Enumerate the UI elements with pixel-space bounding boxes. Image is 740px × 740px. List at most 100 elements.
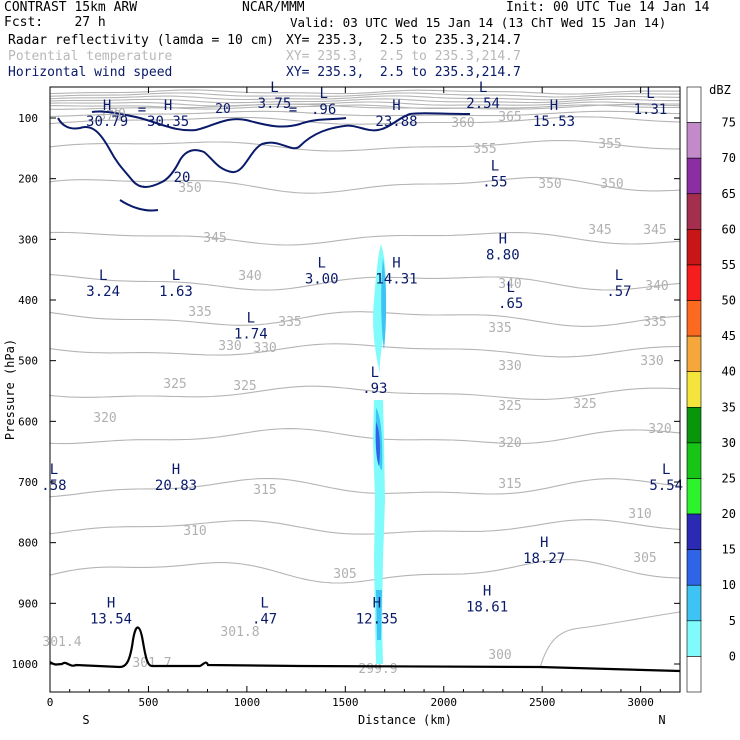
axes: 0 500 1000 1500 2000 2500 3000 100 200 300 400 500 6… — [3, 86, 681, 727]
theta-label-355-0: 355 — [473, 142, 496, 157]
refl-cell-lower — [376, 590, 382, 640]
theta-label-301.7-0: 301.7 — [132, 656, 171, 671]
theta-contour-345 — [49, 231, 681, 246]
wind-contour-20-upper — [91, 110, 347, 132]
field-name-wind: Horizontal wind speed — [8, 65, 173, 80]
colorbar-segment-7 — [686, 335, 702, 373]
x-tick-label-3000: 3000 — [627, 696, 654, 709]
y-tick-label-900: 900 — [18, 597, 38, 610]
theta-contour-upper-2 — [49, 95, 680, 101]
theta-label-300-0: 300 — [488, 648, 511, 663]
colorbar-label-20: 20 — [722, 507, 736, 521]
extremum-value-25: 18.61 — [466, 599, 508, 615]
theta-label-345-2: 345 — [643, 223, 666, 238]
colorbar-segment-8 — [686, 371, 702, 408]
y-tick-label-500: 500 — [18, 355, 38, 368]
extremum-value-11: 1.63 — [159, 284, 193, 300]
extremum-value-15: .57 — [606, 284, 631, 300]
wind-label-20: 20 — [174, 170, 191, 186]
x-tick-label-1000: 1000 — [234, 696, 261, 709]
field-xy-wind: XY= 235.3, 2.5 to 235.3,214.7 — [286, 65, 521, 80]
extremum-H-marker-6: H — [550, 98, 558, 114]
theta-contour-320 — [49, 428, 681, 445]
extremum-value-4: 23.88 — [375, 114, 417, 130]
colorbar-segment-0 — [686, 86, 702, 123]
colorbar-unit: dBZ — [709, 83, 731, 97]
theta-label-320-0: 320 — [93, 411, 116, 426]
extremum-L-marker-5: L — [479, 80, 487, 96]
extremum-value-17: .93 — [362, 381, 387, 397]
extremum-L-marker-17: L — [371, 365, 379, 381]
x-end-label-north: N — [658, 713, 665, 727]
reflectivity-shading — [373, 244, 387, 664]
extremum-value-23: .47 — [252, 611, 277, 627]
colorbar-segment-1 — [686, 122, 702, 159]
extremum-value-8: .55 — [482, 175, 507, 191]
extremum-L-marker-11: L — [172, 268, 180, 284]
wind-label-20-top: 20 — [215, 102, 231, 117]
refl-cell-column-strong — [375, 422, 380, 466]
extremum-L-marker-3: L — [319, 86, 327, 102]
theta-label-335-2: 335 — [488, 321, 511, 336]
colorbar-segment-3 — [686, 193, 702, 230]
extremum-H-marker-4: H — [392, 98, 400, 114]
theta-contour-upper-3 — [49, 98, 680, 104]
wind-label-70: 70 — [110, 107, 126, 122]
theta-label-310-0: 310 — [183, 524, 206, 539]
terrain — [49, 626, 681, 673]
extremum-H-marker-0: H — [103, 98, 111, 114]
theta-label-335-1: 335 — [278, 315, 301, 330]
x-end-label-south: S — [82, 713, 89, 727]
extremum-L-marker-16: L — [247, 310, 255, 326]
valid-time: Valid: 03 UTC Wed 15 Jan 14 (13 ChT Wed … — [290, 15, 667, 30]
wind-label-eq-1: = — [138, 102, 146, 118]
theta-label-320-2: 320 — [648, 422, 671, 437]
theta-contour-upper-5 — [49, 104, 680, 110]
theta-label-325-3: 325 — [573, 397, 596, 412]
colorbar-segment-11 — [686, 478, 702, 515]
theta-label-330-0: 330 — [218, 339, 241, 354]
colorbar-segment-15 — [686, 620, 702, 657]
theta-label-335-0: 335 — [188, 305, 211, 320]
theta-contour-310 — [49, 519, 681, 535]
colorbar-segment-2 — [686, 157, 702, 195]
theta-contour-upper-4 — [49, 101, 680, 107]
colorbar-segment-9 — [686, 406, 702, 444]
extremum-value-9: 8.80 — [486, 247, 520, 263]
title-left: CONTRAST 15km ARW — [4, 0, 138, 15]
colorbar-segment-12 — [686, 513, 702, 550]
colorbar-label-0: 0 — [729, 649, 736, 663]
theta-contours: 300 301.4 301.7 301.8 299.9 305 305 310 310 315 31… — [42, 89, 681, 677]
field-name-theta: Potential temperature — [8, 49, 173, 64]
colorbar-label-15: 15 — [722, 543, 736, 557]
theta-label-345-0: 345 — [203, 231, 226, 246]
x-tick-label-1500: 1500 — [332, 696, 359, 709]
y-tick-label-100: 100 — [18, 112, 38, 125]
extremum-value-3: .96 — [311, 102, 336, 118]
init-time: Init: 00 UTC Tue 14 Jan 14 — [506, 0, 710, 15]
theta-label-325-2: 325 — [498, 399, 521, 414]
extremum-L-marker-18: L — [50, 462, 58, 478]
theta-label-301.4-0: 301.4 — [42, 635, 81, 650]
extremum-L-marker-23: L — [260, 595, 268, 611]
theta-label-305-1: 305 — [633, 551, 656, 566]
colorbar-segment-10 — [686, 442, 702, 479]
y-tick-label-1000: 1000 — [12, 658, 39, 671]
extremum-H-marker-1: H — [164, 98, 172, 114]
wind-contour-20-main — [57, 112, 471, 188]
refl-cell-upper-mid — [381, 258, 387, 350]
y-tick-label-200: 200 — [18, 173, 38, 186]
theta-contour-315 — [49, 477, 681, 498]
extremum-value-24: 12.35 — [356, 611, 398, 627]
theta-label-350-2: 350 — [600, 177, 623, 192]
colorbar-label-45: 45 — [722, 329, 736, 343]
field-xy-theta: XY= 235.3, 2.5 to 235.3,214.7 — [286, 49, 521, 64]
extremum-H-marker-9: H — [499, 231, 507, 247]
extremum-value-0: 30.79 — [86, 114, 128, 130]
colorbar-segment-5 — [686, 264, 702, 301]
theta-label-330-1: 330 — [253, 341, 276, 356]
colorbar-segment-16 — [686, 656, 702, 693]
theta-contour-365 — [49, 110, 681, 117]
theta-contour-upper-0 — [49, 89, 681, 95]
